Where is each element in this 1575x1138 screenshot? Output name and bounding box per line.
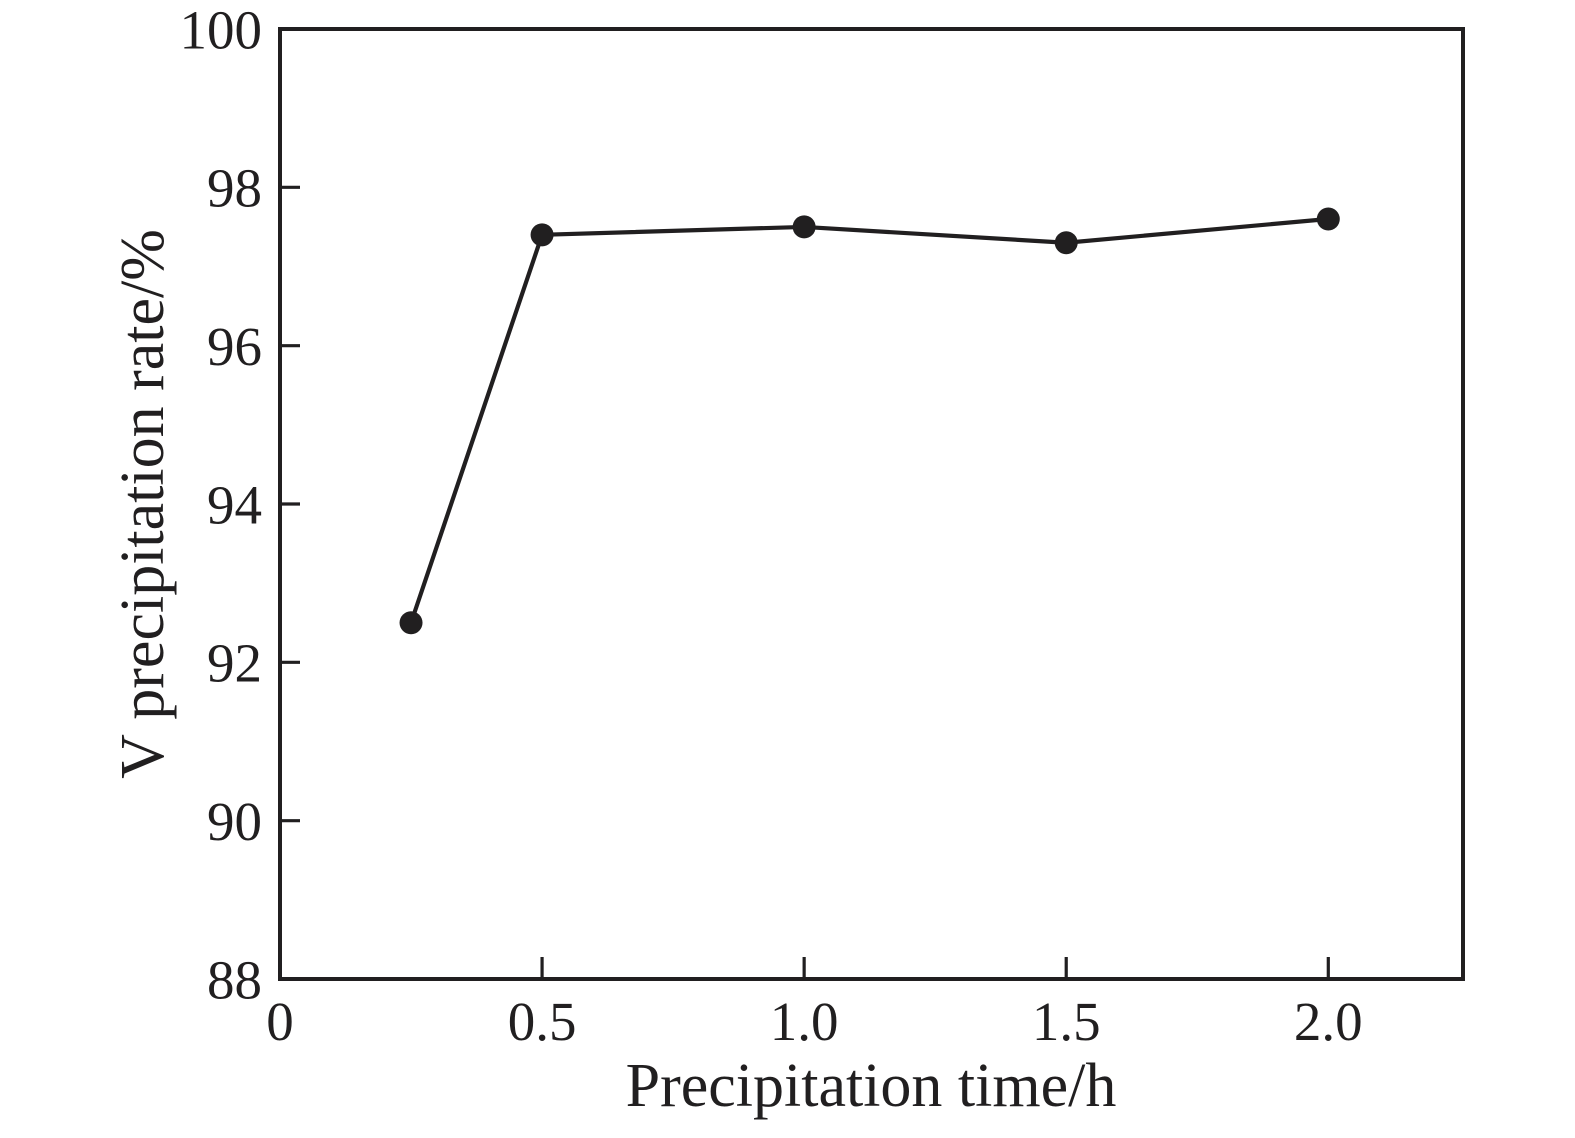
y-axis-label: V precipitation rate/% [109, 229, 177, 779]
y-tick-label: 90 [207, 791, 262, 852]
y-tick-label: 100 [180, 0, 263, 60]
series-line [409, 216, 1329, 624]
x-tick-label: 0.5 [508, 991, 577, 1052]
data-point [530, 223, 554, 247]
y-tick-label: 88 [207, 949, 262, 1010]
x-axis-label: Precipitation time/h [626, 1052, 1117, 1120]
y-tick-label: 96 [207, 316, 262, 377]
y-tick-label: 92 [207, 633, 262, 694]
data-point [399, 611, 423, 635]
y-axis-ticks: 88 90 92 94 96 98 100 [180, 0, 300, 1010]
x-tick-label: 2.0 [1294, 991, 1363, 1052]
y-tick-label: 94 [207, 474, 262, 535]
y-tick-label: 98 [207, 158, 262, 219]
x-axis-ticks: 0 0.5 1.0 1.5 2.0 [266, 957, 1363, 1052]
data-point [792, 215, 816, 239]
data-point [1316, 207, 1340, 231]
plot-frame [278, 27, 1465, 981]
data-point [1054, 231, 1078, 255]
data-series [399, 207, 1340, 635]
x-tick-label: 1.5 [1032, 991, 1101, 1052]
x-tick-label: 0 [266, 991, 294, 1052]
x-tick-label: 1.0 [770, 991, 839, 1052]
